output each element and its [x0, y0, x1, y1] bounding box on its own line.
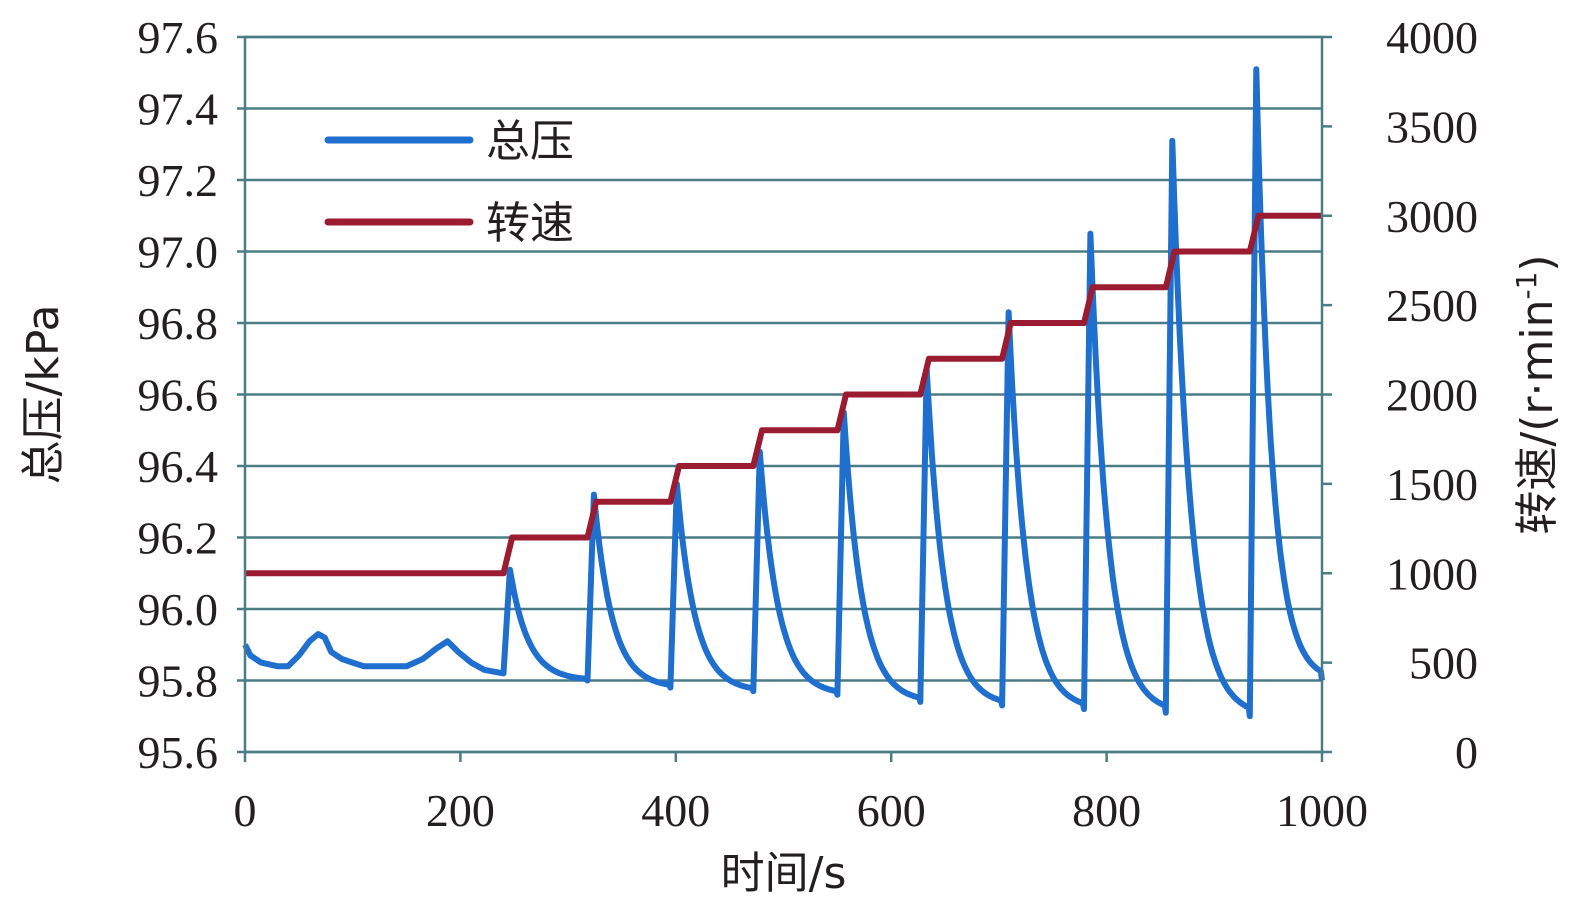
tick-labels: 95.6 95.8 96.0 96.2 96.4 96.6 96.8 97.0 97.2 97.4… [138, 12, 1479, 836]
y-right-tick-label: 1500 [1386, 459, 1478, 510]
x-tick-label: 0 [234, 785, 257, 836]
y-left-tick-label: 96.8 [138, 298, 219, 349]
x-tick-label: 400 [641, 785, 710, 836]
x-tick-label: 1000 [1276, 785, 1368, 836]
y-right-axis-title: 转速/(r·min-1) [1510, 254, 1564, 534]
y-right-tick-label: 2000 [1386, 370, 1478, 421]
y-left-tick-label: 97.2 [138, 155, 219, 206]
series-lines [242, 66, 1325, 720]
y-left-tick-label: 97.4 [138, 84, 219, 135]
y-left-tick-label: 97.0 [138, 227, 219, 278]
y-right-tick-label: 2500 [1386, 280, 1478, 331]
x-tick-label: 600 [857, 785, 926, 836]
y-right-axis-title-main: 转速/(r·min [1512, 300, 1563, 535]
y-right-tick-label: 500 [1409, 638, 1478, 689]
x-tick-label: 200 [426, 785, 495, 836]
y-left-tick-label: 96.4 [138, 441, 219, 492]
y-right-tick-label: 4000 [1386, 12, 1478, 63]
y-left-tick-label: 97.6 [138, 12, 219, 63]
y-right-tick-label: 3000 [1386, 191, 1478, 242]
series-line-speed [245, 212, 1322, 577]
y-left-tick-label: 96.6 [138, 370, 219, 421]
legend: 总压 转速 [324, 116, 574, 249]
y-left-tick-label: 95.8 [138, 656, 219, 707]
y-left-tick-label: 95.6 [138, 727, 219, 778]
series-line-total-pressure [242, 66, 1325, 720]
y-right-axis-title-close: ) [1512, 254, 1563, 271]
grid-lines [245, 35, 1322, 754]
x-axis-title: 时间/s [721, 848, 847, 899]
y-left-tick-label: 96.2 [138, 513, 219, 564]
y-left-axis-title: 总压/kPa [18, 305, 69, 485]
x-tick-label: 800 [1072, 785, 1141, 836]
y-right-axis-title-sup: -1 [1510, 272, 1543, 300]
y-right-tick-label: 3500 [1386, 101, 1478, 152]
legend-label-speed: 转速 [486, 198, 574, 249]
legend-label-total-pressure: 总压 [486, 116, 574, 167]
y-right-tick-label: 0 [1455, 727, 1478, 778]
y-right-tick-label: 1000 [1386, 548, 1478, 599]
y-left-tick-label: 96.0 [138, 584, 219, 635]
